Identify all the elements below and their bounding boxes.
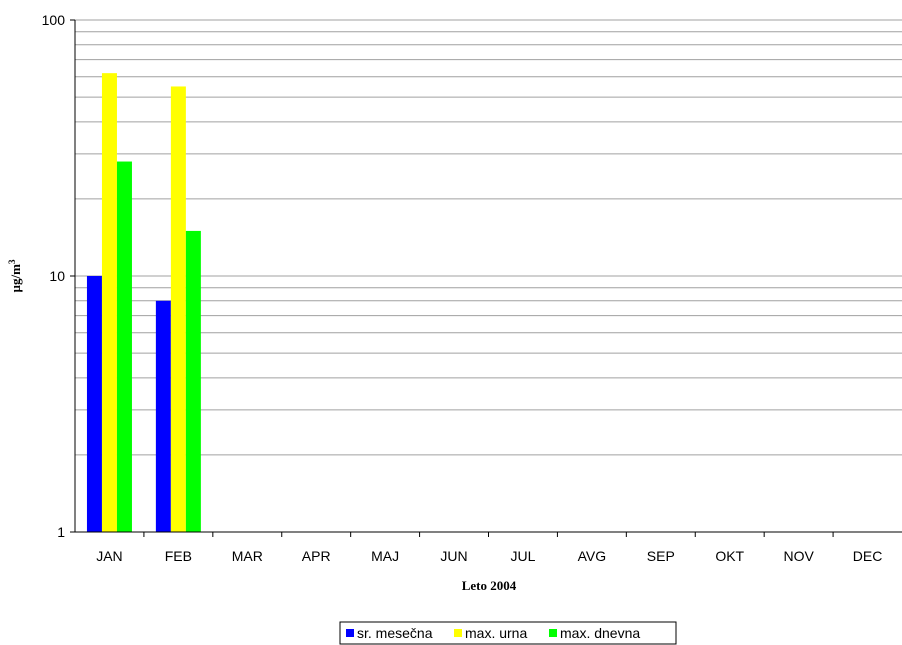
x-tick-label: JAN	[96, 548, 122, 564]
legend-box	[339, 621, 677, 645]
x-tick-labels: JAN FEB MAR APR MAJ JUN JUL AVG SEP OKT NOV DEC	[96, 532, 882, 564]
x-tick-label: AVG	[578, 548, 607, 564]
x-tick-label: SEP	[647, 548, 675, 564]
y-tick-label: 100	[42, 12, 66, 28]
bar-jan-1	[86, 276, 102, 532]
legend-swatch	[346, 629, 354, 637]
bar-feb-2	[170, 86, 186, 532]
x-axis-title: Leto 2004	[462, 578, 517, 593]
bar-feb-3	[185, 230, 201, 532]
y-tick-labels: 1 10 100	[42, 12, 75, 540]
y-axis-title-main: µg/m	[8, 264, 23, 293]
legend-label: max. urna	[465, 625, 527, 641]
y-tick-label: 10	[49, 268, 65, 284]
gridlines	[75, 19, 902, 456]
x-tick-label: JUL	[511, 548, 536, 564]
x-tick-label: APR	[302, 548, 331, 564]
y-tick-label: 1	[57, 524, 65, 540]
y-axis-title-sup: 3	[7, 259, 17, 264]
x-tick-label: OKT	[715, 548, 744, 564]
x-tick-label: JUN	[440, 548, 467, 564]
x-tick-label: DEC	[853, 548, 883, 564]
bar-jan-2	[101, 73, 117, 532]
bars	[86, 73, 201, 533]
x-tick-label: MAJ	[371, 548, 399, 564]
x-tick-label: NOV	[783, 548, 814, 564]
legend-swatch	[549, 629, 557, 637]
bar-jan-3	[116, 161, 132, 533]
x-tick-label: MAR	[232, 548, 263, 564]
legend-label: max. dnevna	[560, 625, 640, 641]
legend-swatch	[454, 629, 462, 637]
legend-label: sr. mesečna	[357, 625, 433, 641]
legend: sr. mesečna max. urna max. dnevna	[339, 621, 677, 645]
legend-items: sr. mesečna max. urna max. dnevna	[346, 625, 640, 641]
x-tick-label: FEB	[165, 548, 192, 564]
bar-feb-1	[155, 300, 171, 532]
y-axis-title: µg/m3	[7, 259, 23, 292]
